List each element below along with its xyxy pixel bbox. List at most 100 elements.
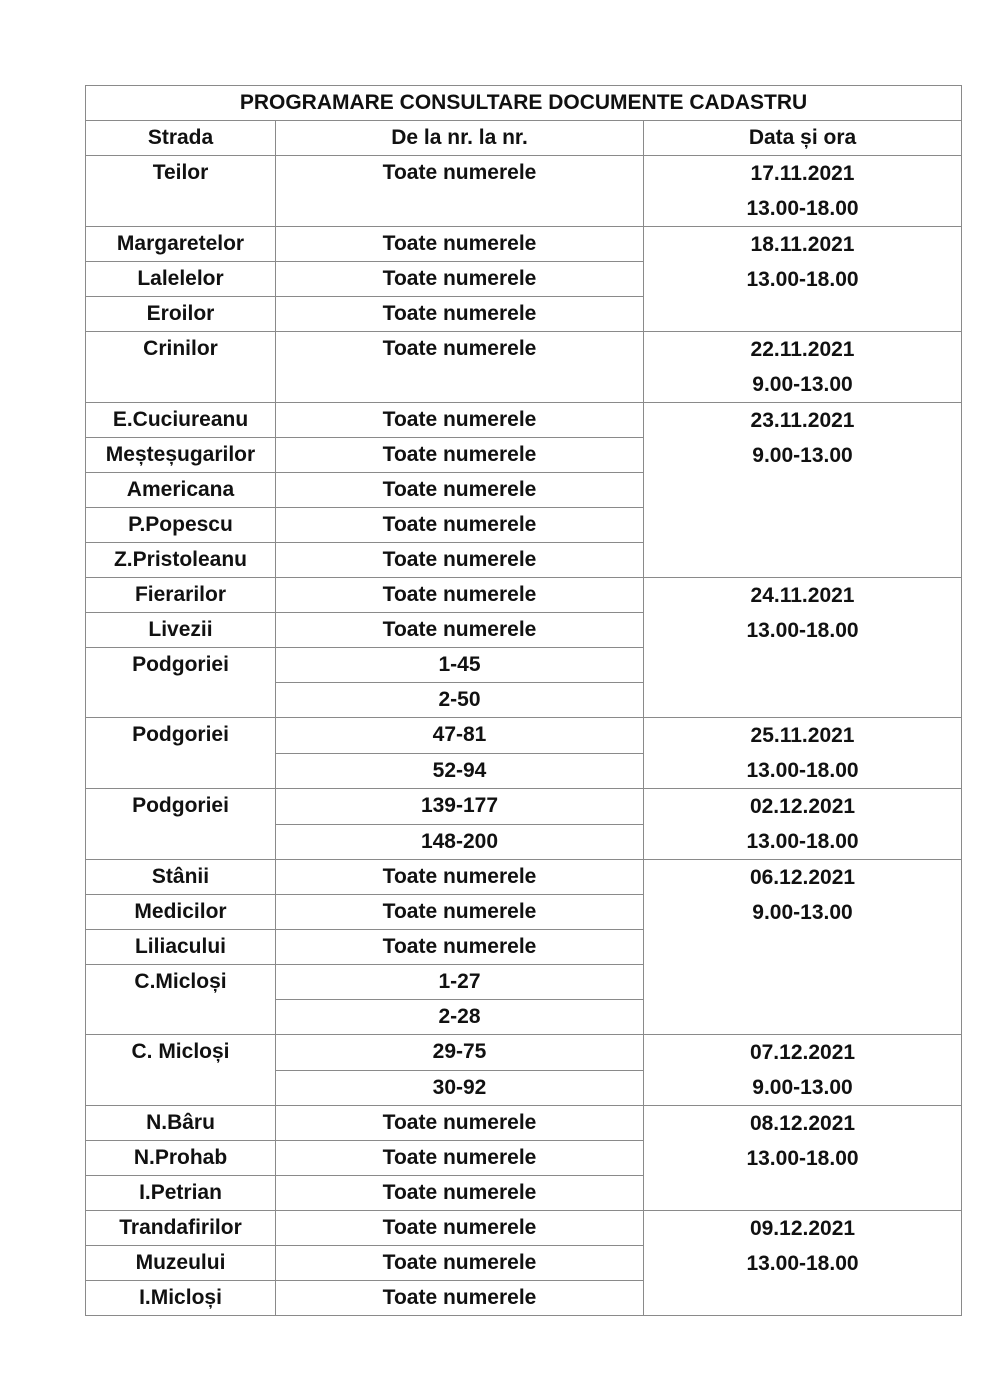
table-row: E.Cuciureanu Toate numerele 23.11.2021 9.00… [85, 402, 963, 578]
street-cell: Liliacului [85, 929, 276, 965]
range-cell: Toate numerele [275, 1140, 644, 1176]
range-cell: Toate numerele [275, 577, 644, 613]
range-cell: Toate numerele [275, 331, 644, 403]
table-title: PROGRAMARE CONSULTARE DOCUMENTE CADASTRU [84, 85, 963, 121]
table-row: Livezii Toate numerele [85, 612, 962, 648]
table-row: I.Petrian Toate numerele [85, 1175, 962, 1211]
table-row: Podgoriei 139-177 02.12.2021 13.00-18.00 [85, 788, 963, 860]
header-street: Strada [85, 120, 276, 156]
time-interval: 13.00-18.00 [746, 197, 859, 220]
street-cell: Trandafirilor [85, 1210, 276, 1246]
table-row: Fierarilor Toate numerele 24.11.2021 13.00-… [85, 577, 963, 718]
table-row: Medicilor Toate numerele [85, 894, 962, 930]
date: 08.12.2021 [749, 1112, 856, 1135]
date: 18.11.2021 [750, 233, 855, 256]
range-cell: 1-45 [275, 647, 644, 683]
street-cell: N.Prohab [85, 1140, 276, 1176]
range-cell: Toate numerele [275, 612, 644, 648]
date: 17.11.2021 [750, 162, 855, 185]
table-row: Z.Pristoleanu Toate numerele [85, 542, 962, 578]
range-cell: 148-200 [275, 823, 644, 860]
time-interval: 13.00-18.00 [746, 1252, 859, 1275]
range-cell: Toate numerele [275, 472, 644, 508]
street-cell: P.Popescu [85, 507, 276, 543]
range-cell: Toate numerele [275, 894, 644, 930]
date: 25.11.2021 [750, 724, 855, 747]
time-interval: 9.00-13.00 [752, 1076, 853, 1099]
table-row: N.Bâru Toate numerele 08.12.2021 13.00-18.0… [85, 1105, 963, 1211]
table-row: 30-92 [86, 1069, 962, 1106]
street-cell: Stânii [85, 859, 276, 895]
street-cell: C.Micloși [85, 964, 276, 1035]
street-cell: Eroilor [85, 296, 276, 332]
street-cell: I.Petrian [85, 1175, 276, 1211]
table-row: Podgoriei 1-45 [85, 647, 962, 718]
table-row: Liliacului Toate numerele [85, 929, 962, 965]
table-row: Margaretelor Toate numerele 18.11.2021 13.0… [85, 226, 963, 332]
date-time-cell: 08.12.2021 13.00-18.00 [642, 1105, 963, 1211]
street-cell: Americana [85, 472, 276, 508]
date: 09.12.2021 [749, 1217, 856, 1240]
table-row: Stânii Toate numerele 06.12.2021 9.00-13.00 [85, 859, 963, 1035]
date-time-cell: 06.12.2021 9.00-13.00 [642, 859, 963, 1035]
time-interval: 9.00-13.00 [752, 373, 853, 396]
table-row: Trandafirilor Toate numerele 09.12.2021 13.… [85, 1210, 963, 1316]
range-cell: Toate numerele [275, 402, 644, 438]
street-cell: Muzeului [85, 1245, 276, 1281]
street-cell: Fierarilor [85, 577, 276, 613]
street-cell: N.Bâru [85, 1105, 276, 1141]
table-row: 2-28 [86, 999, 962, 1035]
time-interval: 13.00-18.00 [746, 759, 859, 782]
street-cell: E.Cuciureanu [85, 402, 276, 438]
date-time-cell: 24.11.2021 13.00-18.00 [642, 577, 963, 718]
date: 07.12.2021 [749, 1041, 856, 1064]
street-cell: Podgoriei [85, 717, 276, 789]
range-cell: Toate numerele [275, 1175, 644, 1211]
date-time-cell: 22.11.2021 9.00-13.00 [642, 331, 963, 403]
range-cell: Toate numerele [275, 155, 644, 227]
title-row: PROGRAMARE CONSULTARE DOCUMENTE CADASTRU [84, 85, 963, 121]
date: 06.12.2021 [749, 866, 856, 889]
date-time-cell: 25.11.2021 13.00-18.00 [642, 717, 963, 789]
table-row: I.Micloși Toate numerele [85, 1280, 962, 1316]
date-time-cell: 17.11.2021 13.00-18.00 [642, 155, 963, 227]
range-cell: Toate numerele [275, 542, 644, 578]
header-row: Strada De la nr. la nr. Data și ora [85, 120, 963, 156]
range-cell: Toate numerele [275, 507, 644, 543]
street-cell: Crinilor [85, 331, 276, 403]
time-interval: 9.00-13.00 [752, 444, 853, 467]
street-cell: Teilor [85, 155, 276, 227]
time-interval: 13.00-18.00 [746, 1147, 859, 1170]
range-cell: 2-28 [275, 999, 644, 1035]
range-cell: 1-27 [275, 964, 644, 1000]
range-cell: 47-81 [275, 717, 644, 754]
street-cell: C. Micloși [85, 1034, 276, 1106]
header-range: De la nr. la nr. [275, 120, 644, 156]
range-cell: Toate numerele [275, 226, 644, 262]
time-interval: 13.00-18.00 [746, 268, 859, 291]
table-row: Eroilor Toate numerele [85, 296, 962, 332]
street-cell: I.Micloși [85, 1280, 276, 1316]
schedule-table: PROGRAMARE CONSULTARE DOCUMENTE CADASTRU… [84, 85, 963, 1316]
range-cell: Toate numerele [275, 1105, 644, 1141]
range-cell: Toate numerele [275, 1280, 644, 1316]
range-cell: 29-75 [275, 1034, 644, 1071]
date-time-cell: 07.12.2021 9.00-13.00 [642, 1034, 963, 1106]
table-row: Lalelelor Toate numerele [85, 261, 962, 297]
header-date: Data și ora [642, 120, 963, 156]
street-cell: Podgoriei [85, 647, 276, 718]
date: 23.11.2021 [750, 409, 855, 432]
range-cell: 139-177 [275, 788, 644, 825]
table-row: P.Popescu Toate numerele [85, 507, 962, 543]
date: 22.11.2021 [750, 338, 855, 361]
date-time-cell: 02.12.2021 13.00-18.00 [642, 788, 963, 860]
table-row: 148-200 [86, 823, 962, 860]
date: 24.11.2021 [750, 584, 855, 607]
time-interval: 9.00-13.00 [752, 901, 853, 924]
street-cell: Meșteșugarilor [85, 437, 276, 473]
date-time-cell: 23.11.2021 9.00-13.00 [642, 402, 963, 578]
date-time-cell: 18.11.2021 13.00-18.00 [642, 226, 963, 332]
time-interval: 13.00-18.00 [746, 830, 859, 853]
date: 02.12.2021 [749, 795, 856, 818]
table-row: Podgoriei 47-81 25.11.2021 13.00-18.00 [85, 717, 963, 789]
